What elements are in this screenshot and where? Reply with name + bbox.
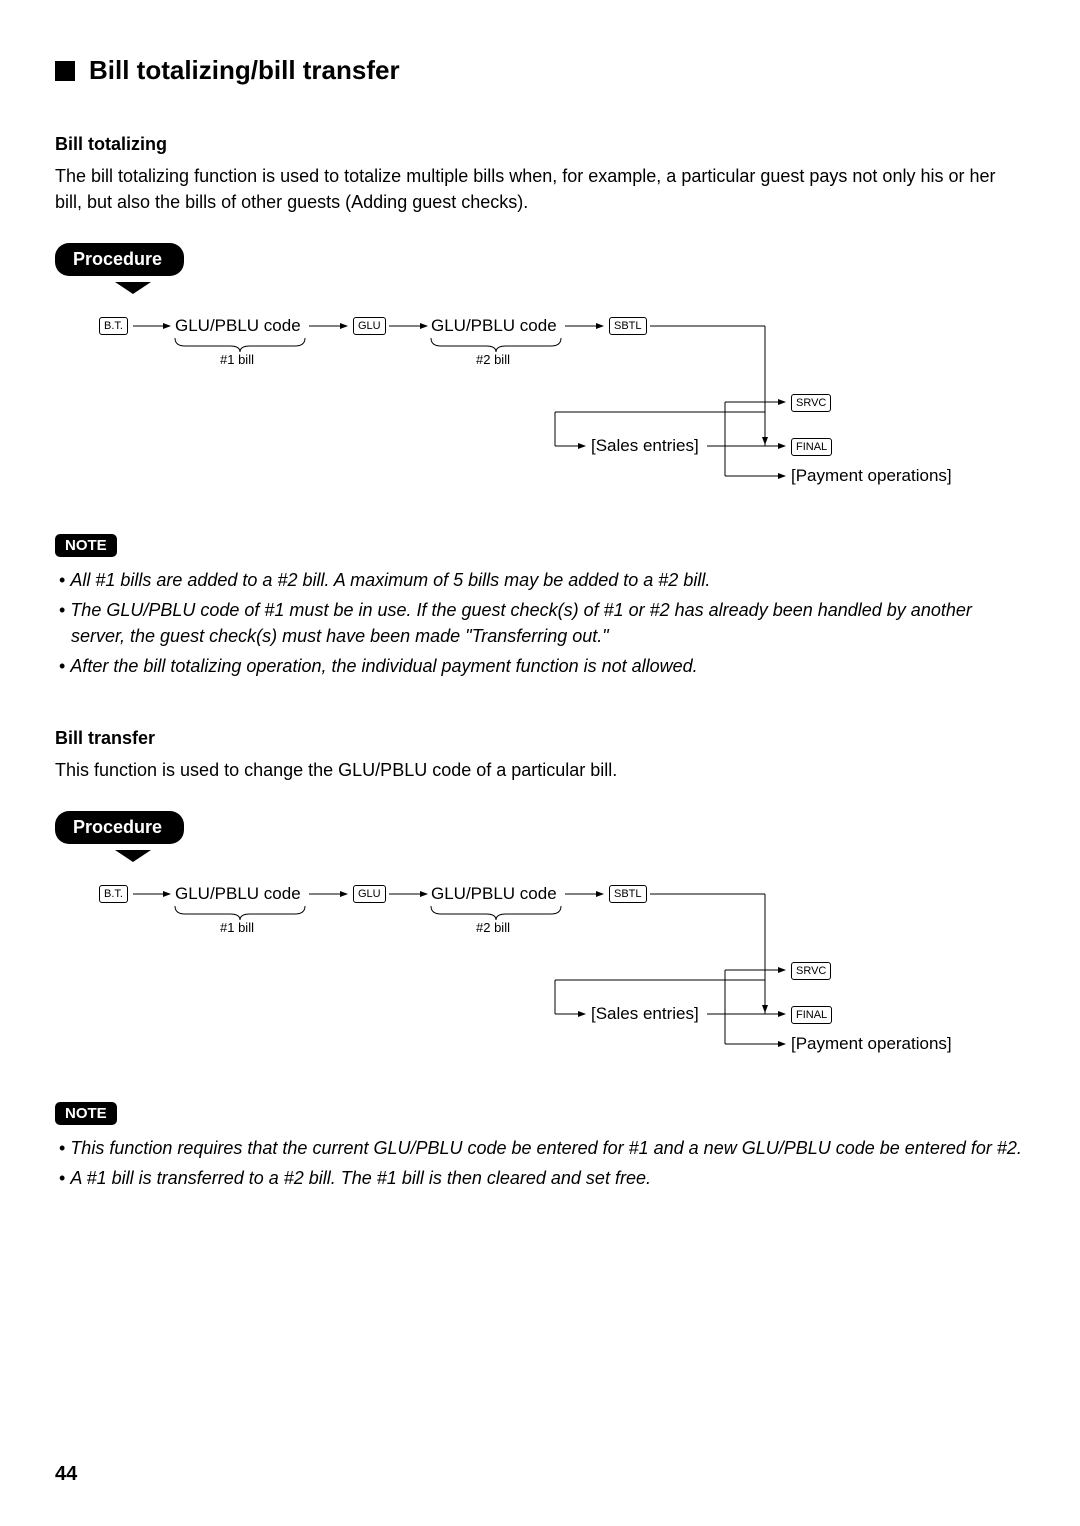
chevron-down-icon [115,850,151,862]
sales-entries-label: [Sales entries] [591,436,699,456]
bill-totalizing-body: The bill totalizing function is used to … [55,163,1025,215]
bill2-label: #2 bill [476,920,510,935]
procedure-diagram-2: B.T. GLU/PBLU code GLU GLU/PBLU code SBT… [85,882,1025,1082]
payment-operations-label: [Payment operations] [791,466,952,486]
procedure-badge: Procedure [55,243,184,276]
note-item: After the bill totalizing operation, the… [55,653,1025,679]
note-item: This function requires that the current … [55,1135,1025,1161]
bt-key: B.T. [99,885,128,903]
main-heading: Bill totalizing/bill transfer [55,55,1025,86]
final-key: FINAL [791,1006,832,1024]
bill-transfer-heading: Bill transfer [55,728,1025,749]
bt-key: B.T. [99,317,128,335]
note-badge-1: NOTE [55,534,117,557]
heading-text: Bill totalizing/bill transfer [89,55,400,86]
glu-pblu-code-2: GLU/PBLU code [431,316,557,336]
note-list-1: All #1 bills are added to a #2 bill. A m… [55,567,1025,679]
final-key: FINAL [791,438,832,456]
sbtl-key: SBTL [609,885,647,903]
sbtl-key: SBTL [609,317,647,335]
srvc-key: SRVC [791,962,831,980]
glu-pblu-code-1: GLU/PBLU code [175,316,301,336]
chevron-down-icon [115,282,151,294]
bill-totalizing-heading: Bill totalizing [55,134,1025,155]
procedure-badge-2: Procedure [55,811,184,844]
bill1-label: #1 bill [220,920,254,935]
note-badge-2: NOTE [55,1102,117,1125]
bill-transfer-body: This function is used to change the GLU/… [55,757,1025,783]
note-item: All #1 bills are added to a #2 bill. A m… [55,567,1025,593]
note-item: The GLU/PBLU code of #1 must be in use. … [55,597,1025,649]
bill2-label: #2 bill [476,352,510,367]
bill1-label: #1 bill [220,352,254,367]
square-bullet-icon [55,61,75,81]
payment-operations-label: [Payment operations] [791,1034,952,1054]
srvc-key: SRVC [791,394,831,412]
glu-key: GLU [353,885,386,903]
glu-pblu-code-1: GLU/PBLU code [175,884,301,904]
note-item: A #1 bill is transferred to a #2 bill. T… [55,1165,1025,1191]
glu-pblu-code-2: GLU/PBLU code [431,884,557,904]
sales-entries-label: [Sales entries] [591,1004,699,1024]
page-number: 44 [55,1463,77,1486]
procedure-diagram-1: B.T. GLU/PBLU code GLU GLU/PBLU code SBT… [85,314,1025,514]
glu-key: GLU [353,317,386,335]
note-list-2: This function requires that the current … [55,1135,1025,1191]
